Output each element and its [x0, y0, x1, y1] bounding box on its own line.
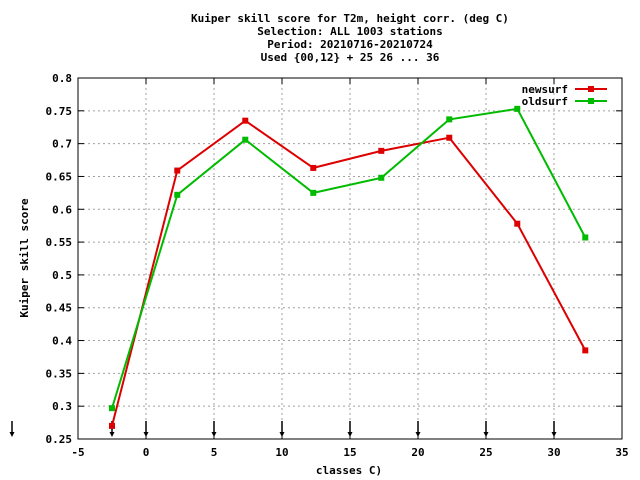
- data-point: [174, 167, 181, 174]
- y-tick-label: 0.25: [46, 433, 73, 446]
- x-axis-label: classes C): [316, 464, 382, 477]
- series-line: [111, 107, 587, 409]
- axis-ticks: -5 0 5 10 15 20 25 30 35 0.25 0.3 0.35 0.4 0.45 0.5 0.5…: [46, 72, 629, 459]
- series-oldsurf: [109, 105, 589, 412]
- grid-lines: [78, 78, 622, 439]
- arrow-marker: [143, 421, 149, 437]
- data-point: [446, 134, 453, 141]
- data-point: [582, 347, 589, 354]
- data-point: [582, 234, 589, 241]
- series-layer: [109, 105, 589, 429]
- data-point: [378, 147, 385, 154]
- y-tick-label: 0.65: [46, 170, 73, 183]
- title-line-1: Kuiper skill score for T2m, height corr.…: [191, 12, 509, 25]
- y-tick-label: 0.6: [52, 203, 72, 216]
- data-point: [514, 105, 521, 112]
- y-tick-label: 0.5: [52, 269, 72, 282]
- y-axis-label: Kuiper skill score: [18, 198, 31, 318]
- y-tick-label: 0.35: [46, 367, 73, 380]
- x-tick-label: 25: [479, 446, 492, 459]
- x-tick-label: 0: [143, 446, 150, 459]
- chart-title: Kuiper skill score for T2m, height corr.…: [191, 12, 509, 64]
- y-tick-label: 0.3: [52, 400, 72, 413]
- title-line-3: Period: 20210716-20210724: [267, 38, 433, 51]
- data-point: [514, 220, 521, 227]
- x-tick-label: 35: [615, 446, 628, 459]
- arrow-head: [415, 432, 421, 437]
- series-newsurf: [109, 117, 589, 429]
- data-point: [109, 405, 115, 412]
- y-tick-label: 0.4: [52, 335, 72, 348]
- arrow-head: [143, 432, 149, 437]
- x-tick-label: 5: [211, 446, 218, 459]
- data-point: [378, 174, 385, 181]
- arrow-marker: [415, 421, 421, 437]
- y-tick-label: 0.45: [46, 302, 73, 315]
- x-tick-label: 20: [411, 446, 424, 459]
- arrow-marker: [211, 421, 217, 437]
- arrow-head: [551, 432, 557, 437]
- data-point: [310, 164, 317, 171]
- data-point: [242, 117, 249, 124]
- arrow-marker: [483, 421, 489, 437]
- legend-swatch-point: [588, 98, 594, 104]
- arrow-marker-outside: [9, 421, 15, 437]
- y-tick-label: 0.7: [52, 138, 72, 151]
- x-tick-label: 15: [343, 446, 356, 459]
- arrow-head: [347, 432, 353, 437]
- arrow-markers: [9, 421, 557, 437]
- y-tick-label: 0.8: [52, 72, 72, 85]
- arrow-head: [109, 432, 115, 437]
- x-tick-label: 10: [275, 446, 288, 459]
- title-line-4: Used {00,12} + 25 26 ... 36: [261, 51, 440, 64]
- series-line: [111, 119, 587, 427]
- title-line-2: Selection: ALL 1003 stations: [257, 25, 442, 38]
- arrow-head: [9, 432, 15, 437]
- arrow-marker: [279, 421, 285, 437]
- arrow-marker: [551, 421, 557, 437]
- y-tick-label: 0.75: [46, 105, 73, 118]
- x-tick-label: -5: [71, 446, 84, 459]
- data-point: [174, 191, 181, 198]
- data-point: [242, 136, 249, 143]
- x-tick-label: 30: [547, 446, 560, 459]
- arrow-head: [279, 432, 285, 437]
- arrow-head: [483, 432, 489, 437]
- data-point: [310, 189, 317, 196]
- arrow-head: [211, 432, 217, 437]
- data-point: [109, 422, 115, 429]
- y-tick-label: 0.55: [46, 236, 73, 249]
- legend-label: newsurf: [522, 83, 568, 96]
- legend-swatch-point: [588, 86, 594, 92]
- legend-label: oldsurf: [522, 95, 568, 108]
- data-point: [446, 116, 453, 123]
- arrow-marker: [347, 421, 353, 437]
